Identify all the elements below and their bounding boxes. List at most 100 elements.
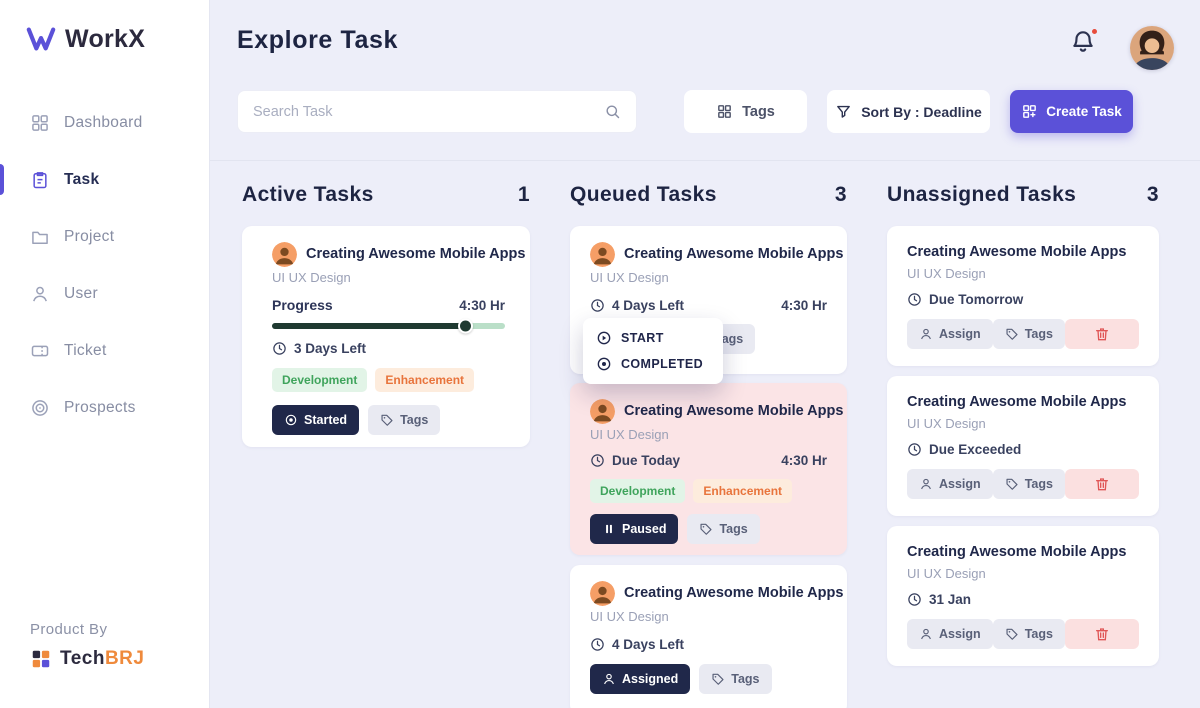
task-subtitle: UI UX Design — [907, 416, 986, 431]
task-card[interactable]: Creating Awesome Mobile Apps UI UX Desig… — [887, 376, 1159, 516]
tag-icon — [1006, 478, 1018, 490]
tag-icon — [1006, 628, 1018, 640]
tags-button[interactable]: Tags — [699, 664, 772, 694]
task-card[interactable]: Creating Awesome Mobile Apps UI UX Desig… — [242, 226, 530, 447]
sidebar-item-dashboard[interactable]: Dashboard — [0, 94, 209, 151]
progress-label: Progress — [272, 297, 333, 313]
assign-button[interactable]: Assign — [907, 319, 993, 349]
circle-dot-icon — [597, 357, 611, 371]
delete-button[interactable] — [1065, 319, 1139, 349]
task-title: Creating Awesome Mobile Apps — [907, 544, 1127, 560]
tag-pill[interactable]: Development — [590, 479, 686, 503]
task-title: Creating Awesome Mobile Apps — [624, 403, 844, 419]
delete-button[interactable] — [1065, 619, 1139, 649]
person-icon — [604, 673, 614, 685]
trash-icon — [1096, 628, 1108, 641]
column-header: Active Tasks 1 — [242, 180, 530, 210]
task-title: Creating Awesome Mobile Apps — [624, 585, 844, 601]
sidebar-item-label: Task — [64, 170, 100, 188]
task-subtitle: UI UX Design — [907, 566, 986, 581]
due-row: 4 Days Left — [590, 298, 684, 313]
tags-button[interactable]: Tags — [687, 514, 760, 544]
task-card[interactable]: Creating Awesome Mobile Apps UI UX Desig… — [570, 565, 847, 708]
paused-status-button[interactable]: Paused — [590, 514, 679, 544]
create-task-label: Create Task — [1046, 104, 1122, 119]
sidebar-item-project[interactable]: Project — [0, 208, 209, 265]
task-icon — [33, 171, 47, 188]
tag-pill[interactable]: Enhancement — [375, 368, 475, 392]
column-header: Queued Tasks 3 — [570, 180, 847, 210]
column-title: Unassigned Tasks — [887, 183, 1077, 206]
delete-button[interactable] — [1065, 469, 1139, 499]
dashboard-icon — [32, 114, 48, 131]
notification-bell-button[interactable] — [1070, 27, 1102, 60]
sort-button[interactable]: Sort By : Deadline — [827, 90, 990, 133]
assigned-status-button[interactable]: Assigned — [590, 664, 691, 694]
assignee-avatar — [590, 398, 615, 424]
duration-label: 4:30 Hr — [781, 298, 827, 313]
assign-button[interactable]: Assign — [907, 469, 993, 499]
assign-button[interactable]: Assign — [907, 619, 993, 649]
sidebar-item-label: Project — [64, 227, 115, 245]
search-bar — [237, 90, 637, 133]
column-title: Queued Tasks — [570, 183, 717, 206]
task-title: Creating Awesome Mobile Apps — [907, 394, 1127, 410]
task-card[interactable]: Creating Awesome Mobile Apps UI UX Desig… — [887, 226, 1159, 366]
clock-icon — [591, 638, 604, 651]
assignee-avatar — [272, 241, 297, 267]
tags-filter-button[interactable]: Tags — [684, 90, 807, 133]
main-area: Explore Task Tags Sort By : Deadline Cre… — [210, 0, 1200, 708]
tag-icon — [700, 523, 713, 535]
tags-button[interactable]: Tags — [368, 405, 441, 435]
due-label: 4 Days Left — [612, 298, 685, 313]
started-status-button[interactable]: Started — [272, 405, 360, 435]
due-row: Due Tomorrow — [907, 292, 1139, 307]
due-row: Due Exceeded — [907, 442, 1139, 457]
person-icon — [921, 628, 931, 640]
task-card[interactable]: Creating Awesome Mobile Apps UI UX Desig… — [887, 526, 1159, 666]
sidebar-item-task[interactable]: Task — [0, 151, 209, 208]
duration-label: 4:30 Hr — [781, 453, 827, 468]
task-title: Creating Awesome Mobile Apps — [907, 244, 1127, 260]
tag-pill[interactable]: Development — [272, 368, 368, 392]
create-task-button[interactable]: Create Task — [1010, 90, 1133, 133]
column-unassigned-tasks: Unassigned Tasks 3 Creating Awesome Mobi… — [887, 180, 1159, 676]
due-label: 4 Days Left — [612, 637, 685, 652]
sidebar-item-ticket[interactable]: Ticket — [0, 322, 209, 379]
techbrj-logo: TechBRJ — [30, 648, 144, 670]
search-input[interactable] — [253, 103, 604, 120]
app-name: WorkX — [65, 24, 146, 53]
project-icon — [32, 231, 48, 244]
menu-item-start[interactable]: START — [583, 325, 723, 351]
tags-button[interactable]: Tags — [992, 619, 1065, 649]
task-subtitle: UI UX Design — [590, 427, 669, 442]
task-subtitle: UI UX Design — [590, 609, 669, 624]
due-label: Due Exceeded — [929, 442, 1022, 457]
progress-bar[interactable] — [272, 323, 505, 329]
column-queued-tasks: Queued Tasks 3 Creating Awesome Mobile A… — [570, 180, 847, 708]
column-active-tasks: Active Tasks 1 Creating Awesome Mobile A… — [242, 180, 530, 447]
sidebar-item-prospects[interactable]: Prospects — [0, 379, 209, 436]
menu-item-completed[interactable]: COMPLETED — [583, 351, 723, 377]
grid-icon — [718, 105, 731, 118]
page-title: Explore Task — [237, 26, 398, 54]
user-avatar[interactable] — [1130, 26, 1174, 70]
sidebar-item-label: Dashboard — [64, 113, 143, 131]
tags-button[interactable]: Tags — [992, 319, 1065, 349]
column-count: 1 — [517, 183, 530, 206]
tags-button[interactable]: Tags — [992, 469, 1065, 499]
sidebar: WorkX Dashboard Task Project User Ticket… — [0, 0, 210, 708]
brand-name: TechBRJ — [60, 648, 145, 669]
sidebar-item-user[interactable]: User — [0, 265, 209, 322]
tags-filter-label: Tags — [742, 103, 775, 120]
column-title: Active Tasks — [242, 183, 374, 206]
sidebar-item-label: User — [64, 284, 98, 302]
pause-icon — [606, 524, 612, 534]
play-circle-icon — [597, 331, 611, 345]
tag-pill[interactable]: Enhancement — [693, 479, 793, 503]
due-row: 4 Days Left — [590, 637, 684, 652]
duration-label: 4:30 Hr — [459, 297, 505, 313]
record-icon — [285, 414, 297, 426]
task-card[interactable]: Creating Awesome Mobile Apps UI UX Desig… — [570, 226, 847, 384]
task-card-highlighted[interactable]: Creating Awesome Mobile Apps UI UX Desig… — [570, 383, 847, 555]
